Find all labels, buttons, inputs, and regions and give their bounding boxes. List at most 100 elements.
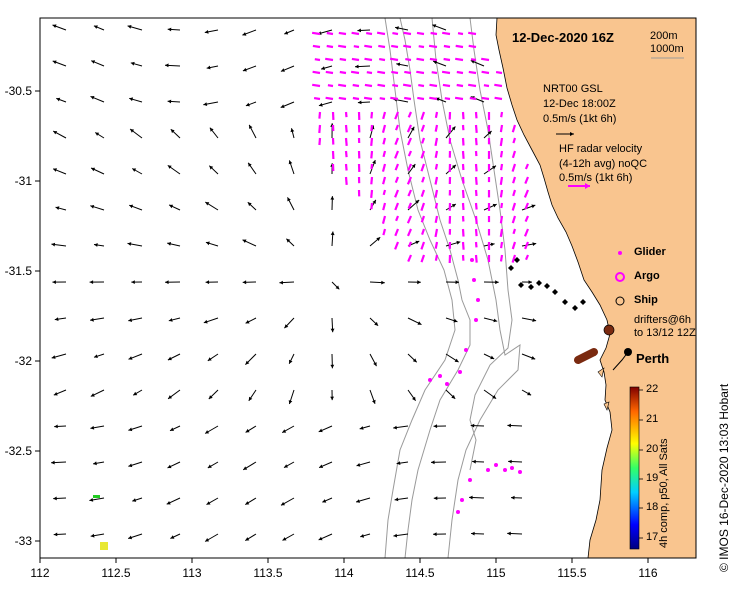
arrow-head-icon	[527, 391, 532, 396]
radar-current-arrow	[381, 124, 387, 133]
arrow-head-icon	[245, 537, 250, 541]
arrow-head-icon	[206, 501, 211, 505]
arrow-head-icon	[451, 204, 456, 208]
radar-current-arrow	[420, 254, 426, 263]
arrow-head-icon	[208, 395, 213, 399]
arrow-head-icon	[456, 240, 461, 245]
radar-current-arrow	[511, 215, 517, 224]
radar-current-arrow	[418, 84, 425, 88]
arrow-head-icon	[133, 391, 138, 396]
radar-current-arrow	[420, 202, 426, 211]
radar-current-arrow	[406, 137, 413, 146]
radar-current-arrow	[364, 44, 373, 49]
radar-current-arrow	[339, 57, 347, 62]
x-tick-label: 113	[182, 566, 202, 580]
radar-current-arrow	[434, 202, 439, 209]
radar-current-arrow	[344, 124, 348, 133]
radar-current-arrow	[366, 32, 373, 36]
radar-current-arrow	[512, 176, 517, 184]
radar-current-arrow	[326, 44, 334, 49]
glider-track	[508, 257, 586, 311]
radar-current-arrow	[430, 31, 438, 36]
arrow-head-icon	[395, 26, 399, 30]
arrow-head-icon	[245, 320, 250, 324]
arrow-head-icon	[373, 362, 377, 367]
y-tick-label: -32.5	[4, 444, 32, 458]
radar-current-arrow	[443, 44, 451, 49]
arrow-head-icon	[507, 531, 511, 536]
radar-current-arrow	[512, 189, 517, 197]
arrow-head-icon	[94, 243, 98, 247]
radar-current-arrow	[405, 58, 412, 62]
arrow-head-icon	[206, 65, 211, 70]
radar-current-arrow	[421, 137, 426, 144]
arrow-head-icon	[128, 463, 133, 468]
arrow-head-icon	[209, 127, 214, 132]
arrow-head-icon	[128, 356, 133, 360]
arrow-head-icon	[128, 318, 133, 322]
arrow-head-icon	[284, 30, 289, 35]
radar-current-arrow	[389, 57, 399, 62]
drifter-tracks	[574, 324, 632, 371]
arrow-head-icon	[432, 24, 437, 28]
arrow-head-icon	[53, 496, 57, 501]
arrow-head-icon	[411, 164, 416, 168]
arrow-head-icon	[359, 426, 364, 430]
radar-point	[503, 468, 507, 472]
radar-current-arrow	[339, 70, 347, 75]
arrow-head-icon	[330, 196, 335, 200]
radar-current-arrow	[344, 163, 348, 171]
radar-current-arrow	[366, 71, 373, 75]
arrow-head-icon	[166, 501, 171, 505]
model-time: 12-Dec 18:00Z	[543, 98, 616, 110]
arrow-head-icon	[207, 357, 212, 361]
radar-current-arrow	[394, 241, 400, 250]
radar-current-arrow	[406, 228, 413, 237]
arrow-head-icon	[454, 358, 459, 363]
arrow-head-icon	[394, 497, 399, 502]
arrow-head-icon	[472, 459, 476, 464]
arrow-head-icon	[248, 396, 253, 401]
arrow-head-icon	[127, 242, 132, 246]
radar-current-arrow	[363, 96, 373, 101]
radar-point	[476, 298, 480, 302]
radar-current-arrow	[370, 189, 374, 199]
radar-current-arrow	[495, 71, 503, 75]
arrow-head-icon	[360, 534, 365, 538]
radar-current-arrow	[483, 84, 490, 88]
arrow-head-icon	[330, 396, 334, 401]
colorbar-tick-label: 17	[646, 531, 659, 543]
radar-current-arrow	[468, 31, 477, 36]
arrow-head-icon	[528, 280, 532, 284]
radar-current-arrow	[434, 163, 439, 170]
arrow-head-icon	[169, 204, 174, 209]
radar-current-arrow	[469, 96, 477, 101]
radar-current-arrow	[500, 202, 504, 209]
radar-current-arrow	[344, 176, 348, 185]
x-tick-label: 114	[334, 566, 354, 580]
radar-current-arrow	[511, 241, 517, 250]
radar-current-arrow	[461, 189, 465, 199]
radar-current-arrow	[434, 111, 439, 119]
arrow-head-icon	[357, 28, 361, 33]
arrow-head-icon	[245, 102, 250, 107]
arrow-head-icon	[165, 63, 169, 68]
radar-current-arrow	[404, 70, 412, 75]
radar-current-arrow	[512, 228, 517, 235]
radar-current-arrow	[351, 31, 360, 36]
arrow-head-icon	[91, 167, 96, 172]
radar-point	[474, 318, 478, 322]
radar-point	[468, 478, 472, 482]
arrow-head-icon	[89, 280, 94, 284]
arrow-head-icon	[167, 464, 172, 469]
radar-current-arrow	[352, 83, 360, 88]
arrow-head-icon	[585, 183, 590, 189]
radar-current-arrow	[456, 83, 464, 88]
radar-current-arrow	[455, 44, 464, 49]
contour-200m	[399, 17, 471, 559]
radar-current-arrow	[376, 31, 386, 36]
ship-symbol-icon	[615, 296, 625, 306]
arrow-head-icon	[531, 356, 536, 360]
radar-current-arrow	[382, 111, 387, 120]
radar-current-arrow	[454, 96, 464, 101]
